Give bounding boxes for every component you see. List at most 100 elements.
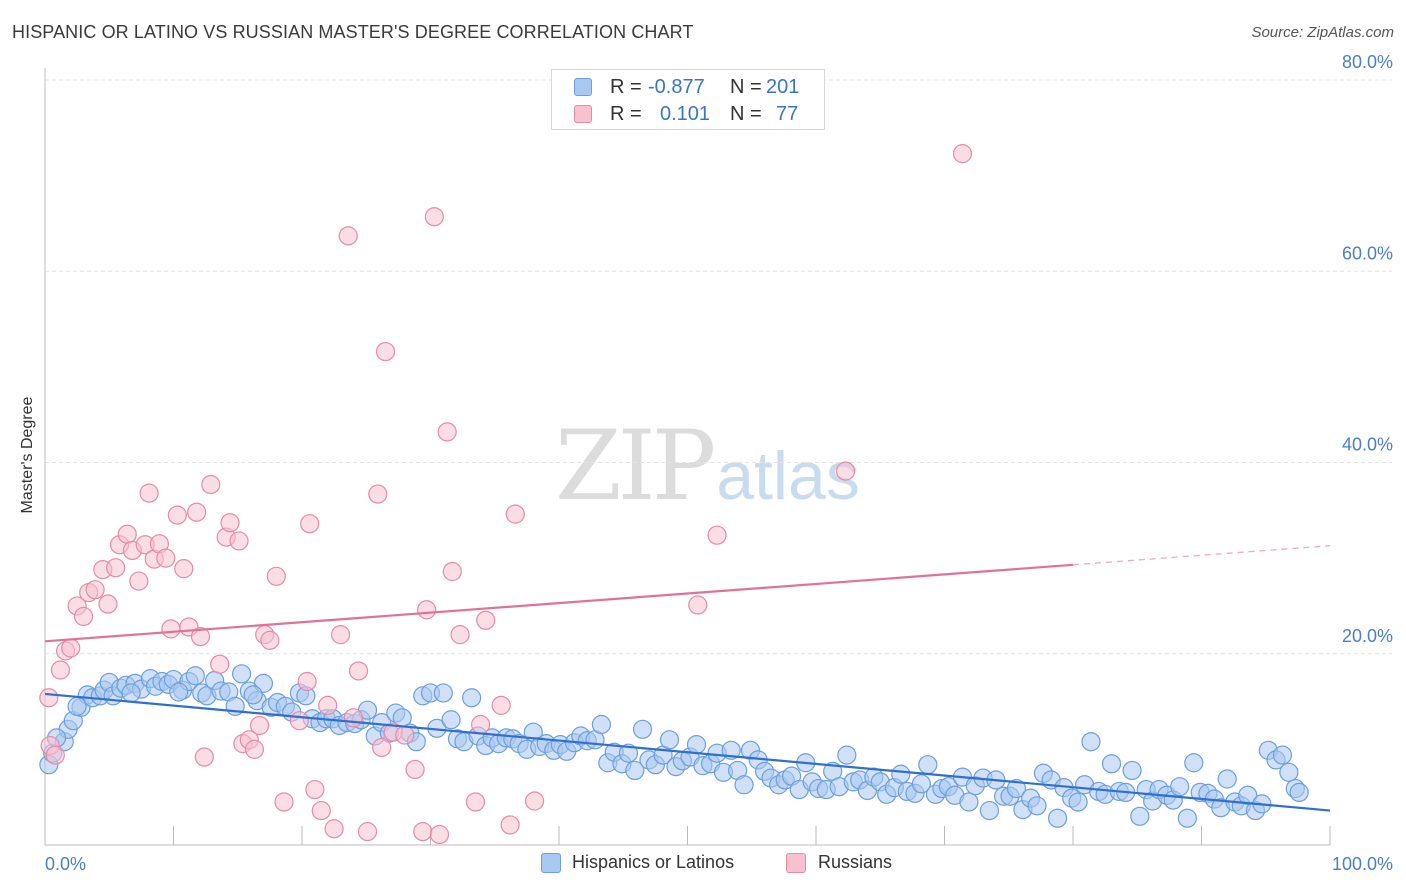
russian-point bbox=[85, 580, 105, 600]
russian-trend-line-extension bbox=[1072, 545, 1331, 566]
russian-point bbox=[201, 474, 221, 495]
hispanic-point bbox=[686, 734, 707, 755]
chart-title: HISPANIC OR LATINO VS RUSSIAN MASTER'S D… bbox=[12, 22, 694, 42]
russian-point bbox=[50, 660, 71, 680]
russian-point bbox=[442, 561, 462, 582]
russian-point bbox=[500, 815, 520, 835]
russian-point bbox=[260, 630, 280, 650]
russian-point bbox=[318, 695, 338, 715]
hispanic-point bbox=[1289, 782, 1309, 803]
hispanic-point bbox=[462, 688, 482, 708]
hispanic-point bbox=[891, 764, 911, 784]
legend-n-value: 201 bbox=[766, 76, 800, 98]
legend-swatch-russian bbox=[574, 105, 592, 123]
russian-point bbox=[372, 737, 392, 758]
hispanic-point bbox=[1272, 745, 1293, 765]
russian-point bbox=[343, 708, 363, 728]
russian-point bbox=[129, 571, 149, 591]
y-tick-label: 20.0% bbox=[1342, 626, 1393, 646]
russian-point bbox=[368, 484, 388, 504]
hispanic-point bbox=[1101, 754, 1122, 774]
legend-r-value: 0.101 bbox=[660, 103, 711, 125]
hispanic-point bbox=[1177, 808, 1197, 828]
russian-point bbox=[194, 747, 214, 767]
hispanic-point bbox=[1217, 769, 1237, 789]
bottom-legend-swatch-russian bbox=[786, 853, 806, 873]
legend-row-russian: R = 0.101 N = 77 bbox=[552, 101, 824, 127]
russian-point bbox=[330, 625, 351, 645]
russian-point bbox=[297, 671, 317, 692]
russian-point bbox=[707, 525, 727, 545]
russian-point bbox=[688, 595, 708, 615]
hispanic-point bbox=[837, 745, 857, 765]
russian-point bbox=[524, 791, 545, 811]
russian-point bbox=[220, 513, 240, 533]
russian-point bbox=[229, 531, 249, 551]
hispanic-point bbox=[1068, 792, 1088, 812]
russian-point bbox=[835, 461, 856, 481]
hispanic-point bbox=[1130, 806, 1150, 826]
russian-point bbox=[505, 504, 525, 524]
hispanic-point bbox=[1238, 785, 1258, 805]
russian-point bbox=[405, 759, 425, 780]
russian-point bbox=[174, 559, 194, 579]
bottom-legend-swatch-hispanic bbox=[541, 853, 561, 873]
hispanic-point bbox=[1122, 760, 1142, 781]
legend-swatch-hispanic bbox=[574, 78, 592, 96]
russian-point bbox=[324, 819, 344, 839]
russian-trend-line bbox=[44, 563, 1074, 643]
hispanic-point bbox=[1081, 732, 1101, 752]
bottom-legend-label-hispanic: Hispanics or Latinos bbox=[572, 852, 735, 872]
russian-point bbox=[190, 626, 211, 647]
russian-point bbox=[73, 606, 94, 627]
watermark: ZIPatlas bbox=[555, 410, 860, 522]
russian-point bbox=[161, 619, 181, 639]
russian-point bbox=[210, 654, 230, 674]
russian-point bbox=[338, 226, 358, 246]
hispanic-point bbox=[169, 682, 189, 702]
russian-point bbox=[249, 715, 270, 736]
hispanic-point bbox=[591, 714, 612, 735]
hispanic-point bbox=[959, 792, 979, 812]
legend-row-hispanic: R = -0.877 N = 201 bbox=[552, 74, 824, 100]
russian-point bbox=[305, 779, 325, 800]
russian-point bbox=[167, 505, 187, 525]
hispanic-point bbox=[734, 775, 754, 795]
watermark-zip: ZIP bbox=[555, 410, 716, 522]
russian-point bbox=[450, 625, 470, 645]
russian-point bbox=[39, 688, 59, 708]
russian-point bbox=[61, 638, 81, 658]
russian-point bbox=[417, 600, 437, 620]
russian-point bbox=[395, 725, 415, 745]
y-tick-label: 60.0% bbox=[1342, 243, 1393, 263]
legend-r-label: R = bbox=[610, 103, 642, 125]
russian-point bbox=[429, 824, 450, 845]
hispanic-point bbox=[632, 719, 653, 739]
hispanic-point bbox=[67, 696, 87, 716]
hispanic-point bbox=[659, 730, 680, 750]
legend-n-label: N = bbox=[730, 76, 762, 98]
legend-n-value: 77 bbox=[776, 103, 799, 125]
hispanic-point bbox=[1279, 762, 1299, 782]
correlation-legend: R = -0.877 N = 201 R = 0.101 N = 77 bbox=[551, 69, 825, 130]
legend-r-label: R = bbox=[610, 76, 642, 98]
hispanic-point bbox=[185, 666, 205, 686]
russian-point bbox=[266, 566, 286, 586]
russian-point bbox=[375, 341, 396, 362]
hispanic-point bbox=[1006, 778, 1027, 799]
russian-point bbox=[476, 610, 496, 630]
hispanic-point bbox=[625, 760, 645, 781]
russian-point bbox=[289, 711, 310, 731]
hispanic-point bbox=[433, 683, 453, 703]
russian-point bbox=[106, 558, 126, 578]
hispanic-point bbox=[918, 755, 938, 775]
x-tick-label: 0.0% bbox=[45, 854, 86, 874]
hispanic-point bbox=[243, 685, 263, 705]
source-credit: Source: ZipAtlas.com bbox=[1251, 24, 1394, 41]
russian-point bbox=[300, 514, 320, 534]
bottom-legend-label-russian: Russians bbox=[818, 852, 893, 872]
russian-point bbox=[187, 502, 207, 522]
watermark-atlas: atlas bbox=[716, 438, 860, 514]
x-tick-label: 100.0% bbox=[1332, 854, 1393, 874]
y-tick-label: 40.0% bbox=[1342, 435, 1393, 455]
